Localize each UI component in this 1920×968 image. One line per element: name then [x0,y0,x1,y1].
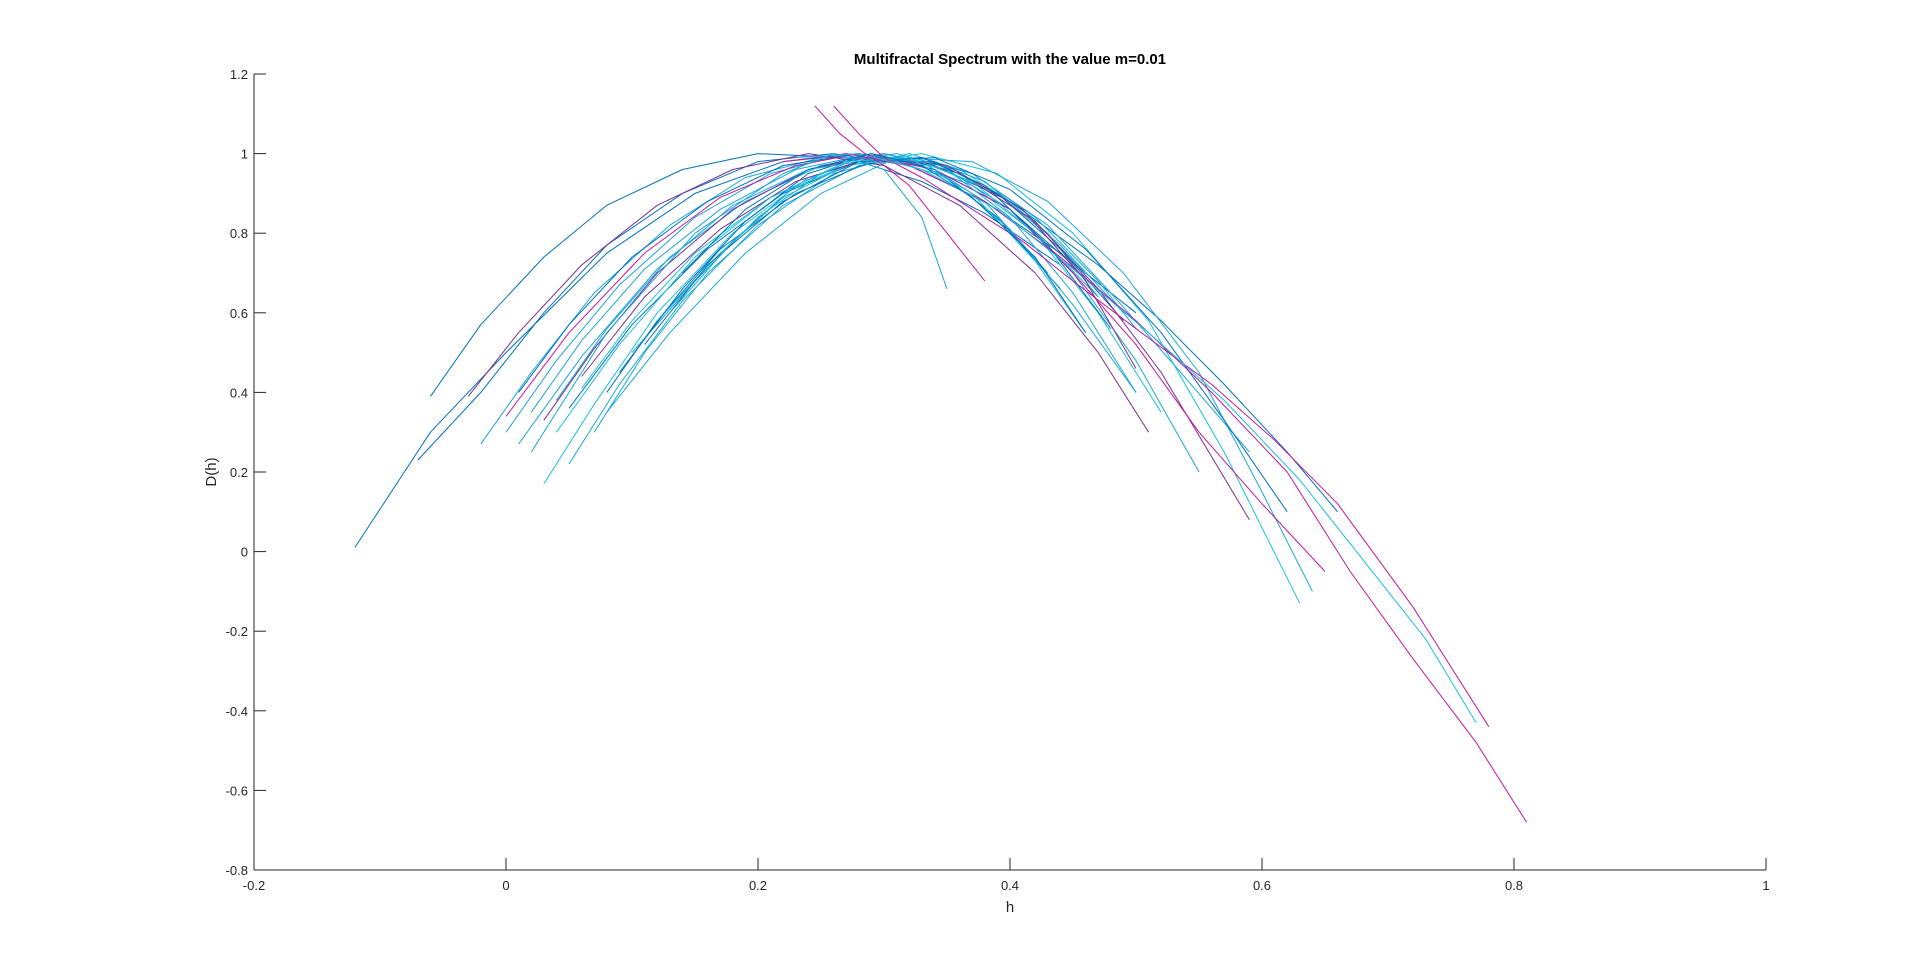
series-line-32 [682,153,1087,333]
x-tick-label: 0.2 [749,878,767,893]
x-axis-ticks: -0.2 0 0.2 0.4 0.6 0.8 1 [243,858,1770,893]
y-tick-label: 0.2 [230,465,248,480]
series-lines [354,105,1528,823]
chart-title: Multifractal Spectrum with the value m=0… [854,51,1166,68]
x-axis-label: h [1006,899,1014,916]
y-axis-ticks: -0.8 -0.6 -0.4 -0.2 0 0.2 0.4 0.6 0.8 1 1.2 [226,67,266,878]
series-line-14 [606,157,1313,592]
axes: -0.2 0 0.2 0.4 0.6 0.8 1 -0.8 -0.6 -0.4 -0.2 0 0.2 0… [226,67,1770,893]
series-line-26 [555,157,1087,433]
y-tick-label: -0.8 [226,863,248,878]
series-line-15 [467,153,1150,433]
y-tick-label: -0.4 [226,704,248,719]
x-tick-label: 1 [1762,878,1769,893]
y-tick-label: 0.6 [230,306,248,321]
y-tick-label: 1 [241,147,248,162]
y-tick-label: -0.2 [226,624,248,639]
y-tick-label: 1.2 [230,67,248,82]
series-line-18 [568,157,1288,513]
series-line-27 [814,105,986,282]
y-tick-label: -0.6 [226,783,248,798]
y-tick-label: 0 [241,545,248,560]
series-line-30 [795,153,1477,723]
x-tick-label: -0.2 [243,878,265,893]
x-tick-label: 0.8 [1505,878,1523,893]
y-axis-label: D(h) [203,457,220,486]
x-tick-label: 0.4 [1001,878,1019,893]
x-tick-label: 0 [502,878,509,893]
series-line-31 [530,153,948,453]
x-tick-label: 0.6 [1253,878,1271,893]
y-tick-label: 0.4 [230,385,248,400]
y-tick-label: 0.8 [230,226,248,241]
series-line-28 [833,105,1490,727]
series-line-13 [581,153,1301,604]
